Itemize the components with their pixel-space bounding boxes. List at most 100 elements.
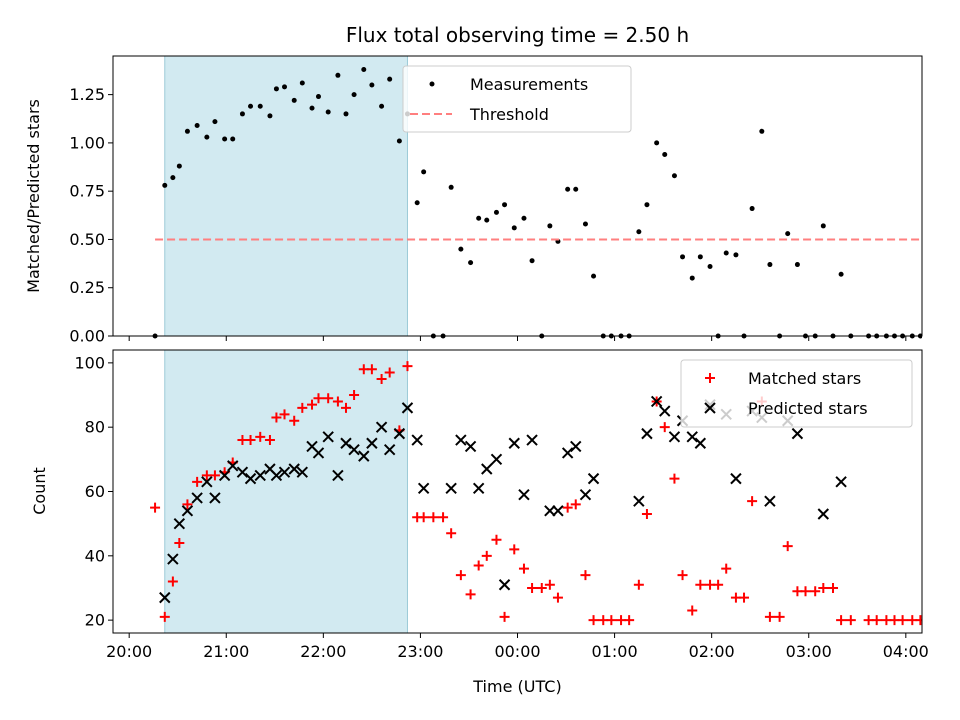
bottom-y-axis-label: Count [30, 467, 49, 515]
predicted-star-point [686, 431, 698, 443]
measurement-point [458, 246, 464, 252]
bot-y-tick-label: 40 [85, 546, 105, 565]
matched-star-point [209, 470, 220, 481]
matched-star-point [491, 534, 502, 545]
measurement-point [820, 223, 826, 229]
predicted-star-point [730, 472, 742, 485]
measurement-point [351, 92, 357, 98]
measurement-point [502, 202, 508, 208]
predicted-star-point [570, 440, 582, 453]
x-tick-label: 23:00 [397, 642, 443, 661]
measurement-point [162, 182, 168, 188]
matched-star-point [606, 615, 617, 626]
top-y-tick-label: 1.00 [69, 133, 105, 152]
x-axis-label: Time (UTC) [472, 677, 561, 696]
bottom-y-ticks: 20 40 60 80 100 [74, 353, 113, 630]
matched-star-point [624, 615, 635, 626]
bottom-legend: Matched stars Predicted stars [680, 359, 913, 428]
matched-star-point [782, 541, 793, 552]
x-tick-label: 02:00 [689, 642, 735, 661]
top-y-ticks: 0.00 0.25 0.50 0.75 1.00 1.25 [69, 85, 113, 346]
legend-label: Threshold [469, 105, 549, 124]
predicted-star-point [296, 466, 309, 478]
measurement-point [565, 186, 571, 192]
bot-y-tick-label: 80 [85, 418, 105, 437]
top-plot-area [152, 67, 933, 339]
predicted-star-point [587, 472, 600, 485]
matched-star-point [677, 570, 688, 581]
matched-star-point [499, 611, 510, 622]
matched-star-point [836, 615, 847, 626]
top-x-ticks [128, 336, 907, 341]
measurement-point [928, 334, 933, 339]
measurement-point [267, 113, 273, 119]
predicted-star-point [322, 431, 334, 443]
matched-star-point [150, 502, 161, 513]
legend-dot-swatch [429, 81, 435, 87]
measurement-point [204, 134, 210, 140]
matched-star-point [428, 512, 439, 523]
measurement-point [291, 97, 297, 103]
predicted-star-point [254, 469, 266, 482]
matched-star-point [828, 582, 839, 593]
legend-label: Measurements [470, 75, 588, 94]
matched-star-point [739, 592, 750, 603]
predicted-star-point [173, 517, 186, 530]
matched-star-point [774, 611, 785, 622]
predicted-star-point [348, 443, 360, 456]
top-legend-box [402, 65, 632, 133]
matched-star-point [418, 512, 429, 523]
x-tick-label: 22:00 [300, 642, 346, 661]
predicted-star-point [481, 463, 493, 475]
measurement-point [222, 136, 228, 142]
predicted-star-point [791, 427, 804, 440]
predicted-star-point [383, 443, 396, 456]
matched-star-point [402, 361, 413, 372]
predicted-star-point [244, 472, 257, 485]
measurement-point [379, 103, 385, 109]
top-shaded-span [164, 55, 408, 337]
predicted-star-point [579, 489, 592, 501]
predicted-star-point [526, 434, 538, 446]
matched-star-point [366, 364, 377, 375]
matched-star-point [669, 473, 680, 484]
matched-star-point [509, 544, 520, 555]
measurement-point [299, 80, 305, 86]
matched-star-point [659, 422, 670, 433]
x-tick-label: 21:00 [203, 642, 249, 661]
predicted-star-point [340, 437, 352, 449]
predicted-star-point [508, 437, 520, 449]
measurement-point [493, 209, 499, 215]
predicted-star-point [218, 469, 231, 482]
measurement-point [654, 140, 660, 146]
predicted-star-point [552, 505, 564, 517]
bottom-marks [150, 361, 922, 626]
predicted-star-point [633, 495, 645, 507]
top-y-tick-label: 0.75 [69, 182, 105, 201]
matched-star-point [570, 499, 581, 510]
top-panel: 0.00 0.25 0.50 0.75 1.00 1.25 Flux total obse… [24, 23, 933, 346]
predicted-star-point [209, 492, 221, 504]
measurement-point [194, 123, 200, 129]
matched-star-point [349, 390, 360, 401]
predicted-star-point [464, 440, 477, 453]
matched-star-point [192, 476, 203, 487]
predicted-star-point [518, 489, 530, 501]
measurement-point [662, 151, 668, 157]
matched-star-point [481, 550, 492, 561]
matched-star-point [255, 431, 266, 442]
matched-star-point [376, 373, 387, 384]
matched-star-point [897, 615, 908, 626]
predicted-star-point [270, 469, 283, 482]
matched-star-point [580, 570, 591, 581]
measurement-point [759, 128, 765, 134]
matched-star-point [313, 393, 324, 404]
predicted-star-point [455, 434, 467, 446]
matched-star-point [384, 367, 395, 378]
predicted-star-point [227, 460, 239, 472]
measurement-point [257, 103, 263, 109]
matched-star-point [323, 393, 334, 404]
measurement-point [309, 105, 315, 111]
predicted-star-point [167, 553, 179, 565]
